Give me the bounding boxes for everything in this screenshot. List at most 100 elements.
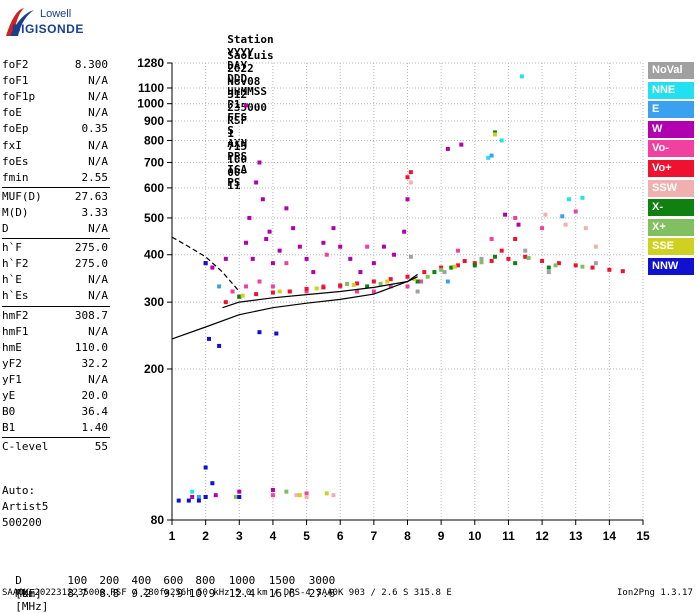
data-point-w — [277, 248, 282, 253]
param-value: N/A — [88, 154, 108, 168]
muf-distance-value: 1500 — [268, 574, 296, 587]
data-point-x- — [344, 281, 349, 286]
data-point-x- — [580, 264, 585, 269]
data-point-noval — [479, 256, 484, 261]
param-row: foF2 8.300 — [2, 58, 108, 73]
header-p1: RSF — [227, 114, 248, 127]
data-point-x- — [425, 274, 430, 279]
data-point-vo- — [540, 259, 545, 264]
autoscaling-label: Auto: — [2, 484, 36, 497]
data-point-vo- — [513, 215, 518, 220]
data-point-sse — [412, 277, 417, 282]
muf-frequency-value: 12.4 — [228, 587, 256, 600]
legend-item: X+ — [648, 218, 694, 236]
data-point-vo- — [422, 270, 427, 275]
param-row: foF1p N/A — [2, 90, 108, 105]
muf-frequency-value: 9.9 — [163, 587, 184, 600]
data-point-vo- — [573, 209, 578, 214]
header-year: 2022 — [227, 62, 254, 75]
data-point-noval — [593, 261, 598, 266]
header-iga: 00- — [227, 166, 248, 179]
muf-frequency-value: 16.6 — [268, 587, 296, 600]
data-point-vo- — [371, 279, 376, 284]
data-point-vo- — [244, 284, 249, 289]
data-point-vo- — [270, 493, 275, 498]
y-tick-label: 300 — [144, 295, 164, 309]
data-point-ssw — [543, 212, 548, 217]
y-tick-label: 400 — [144, 248, 164, 262]
data-point-vo- — [590, 265, 595, 270]
param-row: fxI N/A — [2, 139, 108, 154]
data-point-w — [358, 270, 363, 275]
muf-distance-value: 400 — [131, 574, 152, 587]
data-point-sse — [240, 293, 245, 298]
data-point-vo- — [223, 300, 228, 305]
data-point-nnw — [203, 494, 208, 499]
header-row-1: Station YYYY DAY DDD HHMMSS P1 FFS S AXN… — [214, 20, 273, 189]
data-point-w — [270, 487, 275, 492]
data-point-x- — [492, 254, 497, 259]
param-row: B0 36.4 — [2, 405, 108, 420]
param-row: yF2 32.2 — [2, 357, 108, 372]
data-point-vo- — [270, 284, 275, 289]
param-name: fmin — [2, 170, 29, 184]
data-point-nne — [580, 195, 585, 200]
data-point-vo- — [321, 285, 326, 290]
data-point-x- — [553, 263, 558, 268]
param-value: 0.35 — [81, 122, 109, 136]
param-value: N/A — [88, 324, 108, 338]
data-point-w — [402, 229, 407, 234]
param-name: B1 — [2, 421, 16, 435]
data-point-w — [297, 244, 302, 249]
data-point-w — [503, 212, 508, 217]
header-col-s: S — [227, 124, 234, 137]
param-name: hmF2 — [2, 308, 29, 322]
virtual-height-trace-dashed — [171, 236, 240, 292]
data-point-noval — [415, 289, 420, 294]
data-point-w — [331, 226, 336, 231]
muf-distance-label: D — [15, 574, 22, 587]
header-col-pps: PPS — [227, 150, 248, 163]
data-point-vo- — [462, 259, 467, 264]
data-point-sse — [351, 282, 356, 287]
header-col-p1: P1 — [227, 98, 241, 111]
data-point-vo- — [365, 244, 370, 249]
muf-distance-value: 800 — [195, 574, 216, 587]
footer-version: Ion2Png 1.3.17 — [617, 588, 693, 598]
x-tick-label: 1 — [169, 529, 176, 543]
data-point-vo- — [355, 289, 360, 294]
param-value: 275.0 — [74, 257, 108, 271]
param-name: yE — [2, 389, 16, 402]
data-point-sse — [314, 286, 319, 291]
param-row: h`F 275.0 — [2, 241, 108, 256]
data-point-x- — [479, 260, 484, 265]
muf-distance-value: 600 — [163, 574, 184, 587]
y-tick-label: 1280 — [137, 56, 164, 70]
data-point-nnw — [186, 498, 191, 503]
data-point-e — [560, 214, 565, 219]
header-day: Nov08 — [227, 75, 261, 88]
y-tick-label: 1100 — [138, 81, 164, 95]
digisonde-logo-mark — [4, 6, 40, 44]
data-point-x- — [472, 263, 477, 268]
data-point-x- — [546, 265, 551, 270]
param-separator — [2, 238, 110, 240]
data-point-ssw — [563, 222, 568, 227]
legend-item: NNW — [648, 258, 694, 275]
data-point-w — [516, 222, 521, 227]
x-tick-label: 3 — [236, 529, 243, 543]
data-point-nnw — [203, 261, 208, 266]
param-separator — [2, 305, 110, 307]
param-name: yF2 — [2, 356, 22, 370]
data-point-vo- — [304, 286, 309, 291]
muf-frequency-value: 8.7 — [67, 587, 88, 600]
param-row: hmE 110.0 — [2, 341, 108, 356]
param-name: foF1 — [2, 74, 29, 88]
x-tick-label: 14 — [603, 529, 617, 543]
data-point-noval — [442, 270, 447, 275]
y-tick-label: 80 — [151, 513, 165, 527]
header-col-iga: IGA — [227, 163, 248, 176]
muf-frequency-value: 27.6 — [308, 587, 336, 600]
header-ps: 11 — [227, 179, 241, 192]
data-point-sse — [452, 264, 457, 269]
